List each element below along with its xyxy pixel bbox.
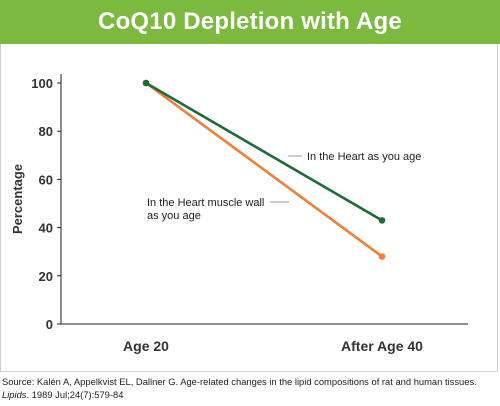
line-chart: 0 20 40 60 80 100 Percentage Age 20 After Age 40… [10,74,468,354]
y-tick-label: 100 [31,76,53,91]
y-axis-title: Percentage [10,164,25,234]
source-prefix: Source: Kalén A, Appelkvist EL, Dallner … [2,376,477,387]
x-tick-label: After Age 40 [341,338,423,354]
chart-frame [0,0,498,372]
source-suffix: . 1989 Jul;24(7):579-84 [26,388,124,400]
series-line-0 [144,81,384,222]
x-tick-label: Age 20 [123,338,169,354]
title-bar: CoQ10 Depletion with Age [0,0,500,44]
y-tick-label: 20 [39,269,53,284]
y-tick-label: 40 [39,221,53,236]
data-point-1 [378,253,386,260]
series-line-1 [144,81,384,258]
chart-title: CoQ10 Depletion with Age [98,8,402,35]
source-citation: Source: Kalén A, Appelkvist EL, Dallner … [2,376,498,401]
data-point-0 [378,217,386,224]
source-journal: Lipids [2,388,27,400]
y-tick-label: 0 [46,317,53,332]
annotation-label: In the Heart as you age [307,151,421,163]
y-tick-label: 60 [39,172,53,187]
annotation-label: In the Heart muscle wall [147,197,264,209]
annotation-label: as you age [147,210,201,222]
y-tick-label: 80 [39,124,53,139]
data-point-0 [142,79,150,87]
